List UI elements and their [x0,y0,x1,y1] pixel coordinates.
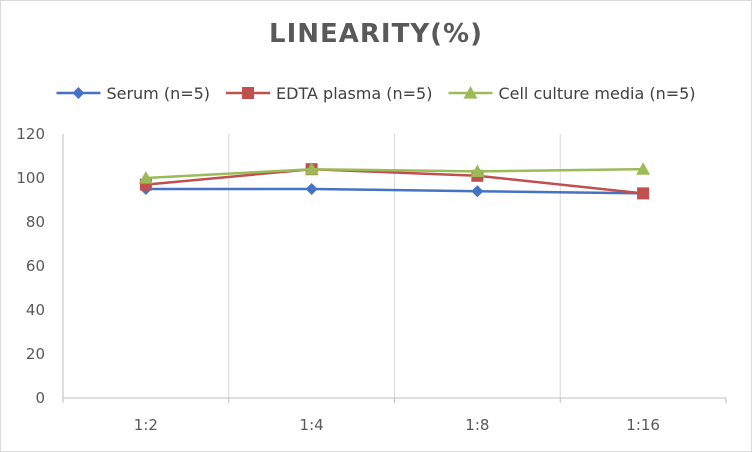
data-point-series-1 [471,185,484,198]
legend-label-1: Serum (n=5) [106,84,210,103]
y-tick-label: 40 [26,301,45,319]
series-line-3 [145,167,644,180]
x-tick-label: 1:4 [300,416,324,434]
legend-marker-2 [242,87,255,99]
data-point-series-3 [470,164,485,177]
data-point-series-3 [636,162,651,175]
legend-label-2: EDTA plasma (n=5) [276,84,432,103]
y-tick-label: 80 [26,213,45,231]
series-line-1 [145,187,644,195]
y-tick-label: 20 [26,345,45,363]
legend-marker-1 [72,87,85,99]
y-tick-label: 0 [35,389,45,407]
y-tick-label: 120 [16,125,45,143]
data-point-series-3 [304,162,319,175]
y-tick-label: 100 [16,169,45,187]
data-point-series-1 [305,183,318,195]
legend-label-3: Cell culture media (n=5) [498,84,695,103]
x-tick-label: 1:16 [626,416,660,434]
y-tick-label: 60 [26,257,45,275]
x-tick-label: 1:2 [134,416,158,434]
legend-marker-3 [463,86,478,99]
x-tick-label: 1:8 [465,416,489,434]
data-point-series-2 [637,187,650,200]
data-point-series-3 [138,171,153,184]
series-line-2 [145,167,644,195]
chart-title: LINEARITY(%) [269,19,483,49]
